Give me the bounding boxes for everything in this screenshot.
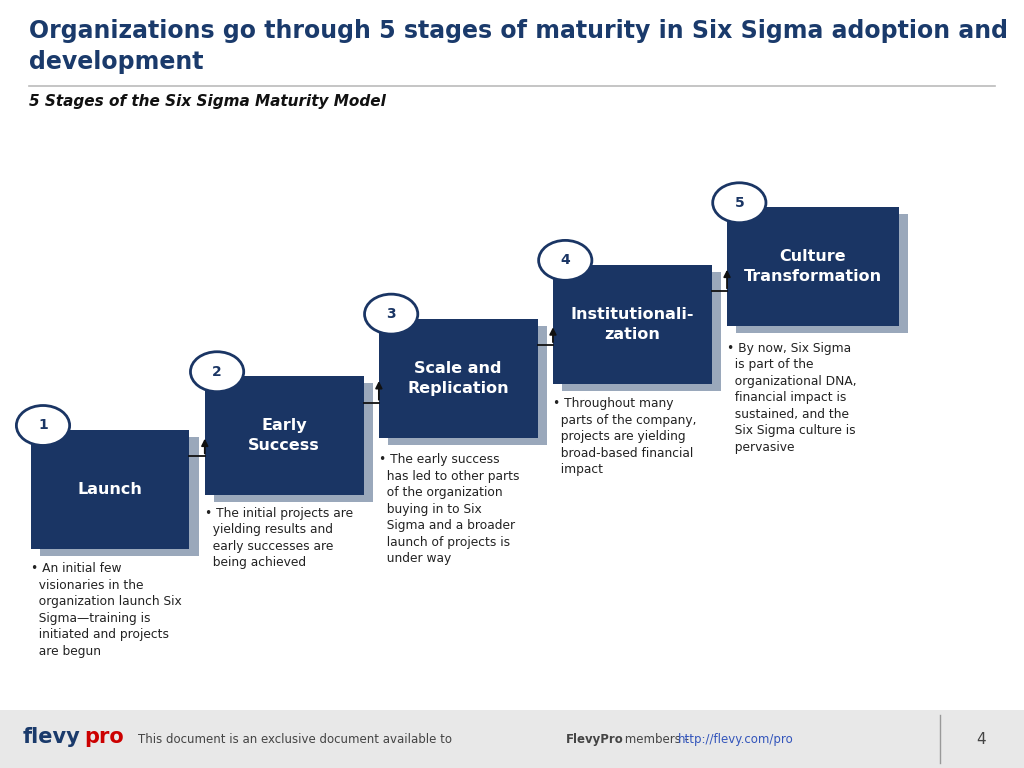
Text: Institutionali-
zation: Institutionali- zation — [570, 307, 694, 342]
Text: pro: pro — [84, 727, 124, 747]
Text: • The initial projects are
  yielding results and
  early successes are
  being : • The initial projects are yielding resu… — [205, 507, 353, 569]
Bar — [736, 214, 908, 333]
Text: • The early success
  has led to other parts
  of the organization
  buying in t: • The early success has led to other par… — [379, 453, 519, 565]
Bar — [214, 383, 373, 502]
Circle shape — [539, 240, 592, 280]
Text: 2: 2 — [212, 365, 222, 379]
Bar — [553, 265, 712, 384]
Text: development: development — [29, 50, 203, 74]
Text: Scale and
Replication: Scale and Replication — [408, 361, 509, 396]
Text: Early
Success: Early Success — [248, 419, 321, 453]
Text: Launch: Launch — [78, 482, 142, 497]
Circle shape — [190, 352, 244, 392]
Text: 3: 3 — [386, 307, 396, 321]
Bar — [379, 319, 538, 438]
Bar — [388, 326, 547, 445]
Text: This document is an exclusive document available to: This document is an exclusive document a… — [138, 733, 456, 746]
Bar — [727, 207, 899, 326]
Text: • By now, Six Sigma
  is part of the
  organizational DNA,
  financial impact is: • By now, Six Sigma is part of the organ… — [727, 342, 857, 454]
Text: 5: 5 — [734, 196, 744, 210]
Bar — [40, 437, 199, 556]
Bar — [0, 710, 1024, 768]
Text: Organizations go through 5 stages of maturity in Six Sigma adoption and: Organizations go through 5 stages of mat… — [29, 19, 1008, 43]
Text: • Throughout many
  parts of the company,
  projects are yielding
  broad-based : • Throughout many parts of the company, … — [553, 397, 696, 476]
Text: 4: 4 — [976, 732, 986, 746]
Text: 5 Stages of the Six Sigma Maturity Model: 5 Stages of the Six Sigma Maturity Model — [29, 94, 386, 109]
Bar — [562, 272, 721, 391]
Text: FlevyPro: FlevyPro — [566, 733, 624, 746]
Text: http://flevy.com/pro: http://flevy.com/pro — [678, 733, 794, 746]
Circle shape — [365, 294, 418, 334]
Text: 1: 1 — [38, 419, 48, 432]
Text: • An initial few
  visionaries in the
  organization launch Six
  Sigma—training: • An initial few visionaries in the orga… — [31, 562, 181, 657]
Circle shape — [713, 183, 766, 223]
Bar — [31, 430, 189, 549]
Bar — [205, 376, 364, 495]
Circle shape — [16, 406, 70, 445]
Text: flevy: flevy — [23, 727, 80, 747]
Text: Culture
Transformation: Culture Transformation — [744, 250, 882, 284]
Text: members -: members - — [621, 733, 692, 746]
Text: 4: 4 — [560, 253, 570, 267]
